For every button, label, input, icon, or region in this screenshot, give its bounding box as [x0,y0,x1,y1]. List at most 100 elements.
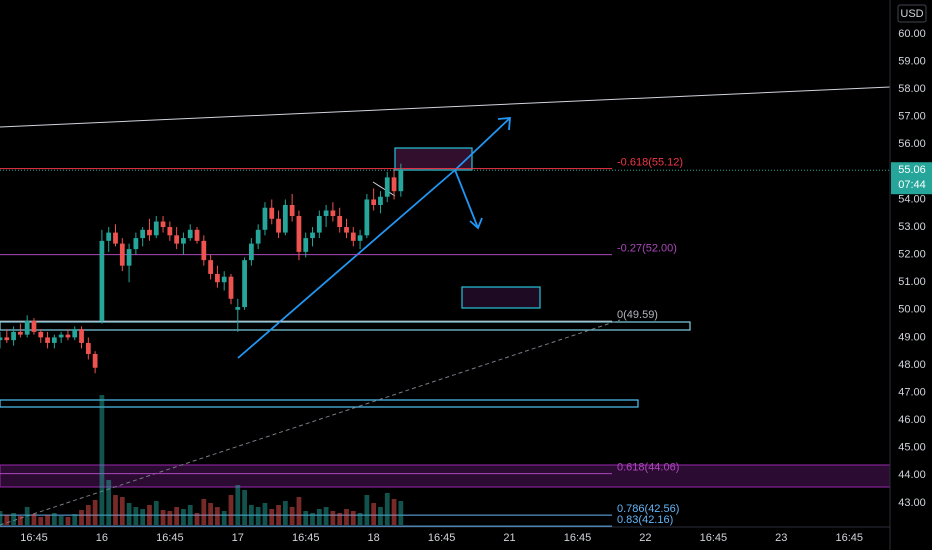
volume-bar [228,495,234,525]
candle-body [153,221,159,236]
y-tick-label: 46.00 [898,414,926,426]
x-tick-label: 21 [503,532,515,544]
x-tick-label: 18 [368,532,380,544]
candle-body [221,276,227,283]
volume-bar [167,511,173,525]
y-tick-label: 59.00 [898,55,926,67]
candle-body [72,329,78,338]
candle-body [174,235,180,244]
volume-bar [85,505,91,525]
candle-body [208,260,213,274]
candle-body [187,229,193,239]
x-tick-label: 16:45 [292,532,320,544]
target-box [394,147,473,171]
y-tick-label: 57.00 [898,111,926,123]
candle-body [11,331,16,341]
y-tick-label: 47.00 [898,386,926,398]
candle-body [31,320,37,332]
candle-body [38,331,44,338]
volume-bar [133,507,139,525]
candle-body [330,210,336,217]
volume-bar [371,503,377,525]
candle-body [262,207,268,230]
volume-bar [269,509,275,525]
candle-body [289,204,295,217]
candle-body [398,170,404,192]
candle-body [248,243,254,261]
volume-bar [79,510,84,525]
candle-body [0,337,3,341]
y-tick-label: 43.00 [898,497,926,509]
y-tick-label: 52.00 [898,249,926,261]
volume-bar [113,495,118,525]
volume-bar [221,511,227,525]
x-tick-label: 16:45 [156,532,184,544]
fib-label: 0(49.59) [617,309,658,321]
zone-box [0,399,639,408]
volume-bar [106,480,112,525]
candle-body [140,229,146,239]
y-tick-label: 49.00 [898,331,926,343]
candle-body [371,199,377,205]
candle-body [106,232,112,241]
candle-body [215,273,220,283]
candle-body [92,353,98,368]
volume-bar [357,513,363,525]
candle-body [276,218,281,233]
candle-body [18,331,23,335]
volume-bar [24,507,30,525]
fib-label: -0.618(55.12) [617,156,683,168]
x-tick-label: 16:45 [428,532,456,544]
candle-body [79,329,84,343]
volume-bar [187,505,193,525]
candle-body [282,204,288,233]
volume-bar [65,517,71,525]
arrow-head [497,117,511,131]
volume-bar [153,501,159,525]
x-tick-label: 16:45 [564,532,592,544]
volume-bar [323,507,329,525]
y-tick-label: 45.00 [898,442,926,454]
candle-body [167,227,173,236]
candle-body [242,260,247,308]
fib-label: -0.27(52.00) [617,243,677,255]
volume-bar [235,485,241,525]
volume-bar [255,507,261,525]
candle-body [350,232,356,241]
y-tick-label: 44.00 [898,469,926,481]
candle-body [344,227,349,233]
volume-bar [72,514,78,525]
currency-box[interactable] [897,4,927,23]
volume-bar [289,507,295,525]
candle-body [194,229,200,241]
trend-line [0,86,891,128]
volume-bar [276,505,281,525]
currency: USD [900,8,923,20]
volume-bar [201,499,207,525]
volume-bar [45,515,50,525]
y-tick-label: 51.00 [898,276,926,288]
y-tick-label: 56.00 [898,138,926,150]
volume-bar [296,497,302,525]
y-tick-label: 53.00 [898,221,926,233]
volume-bar [4,515,10,525]
volume-bar [92,500,98,525]
candle-body [58,334,64,338]
volume-bar [242,490,247,525]
candle-body [160,221,166,228]
volume-bar [99,395,105,525]
candle-body [201,240,207,261]
volume-bar [147,505,152,525]
arrow [454,117,511,171]
arrow-head [469,217,483,230]
candle-body [113,232,118,244]
candle-body [378,196,383,205]
volume-bar [208,503,213,525]
fib-label: 0.618(44.06) [617,462,679,474]
candle-body [384,177,390,197]
arrow [454,169,479,229]
candle-body [316,216,322,233]
candle-body [119,243,125,266]
volume-bar [58,516,64,525]
